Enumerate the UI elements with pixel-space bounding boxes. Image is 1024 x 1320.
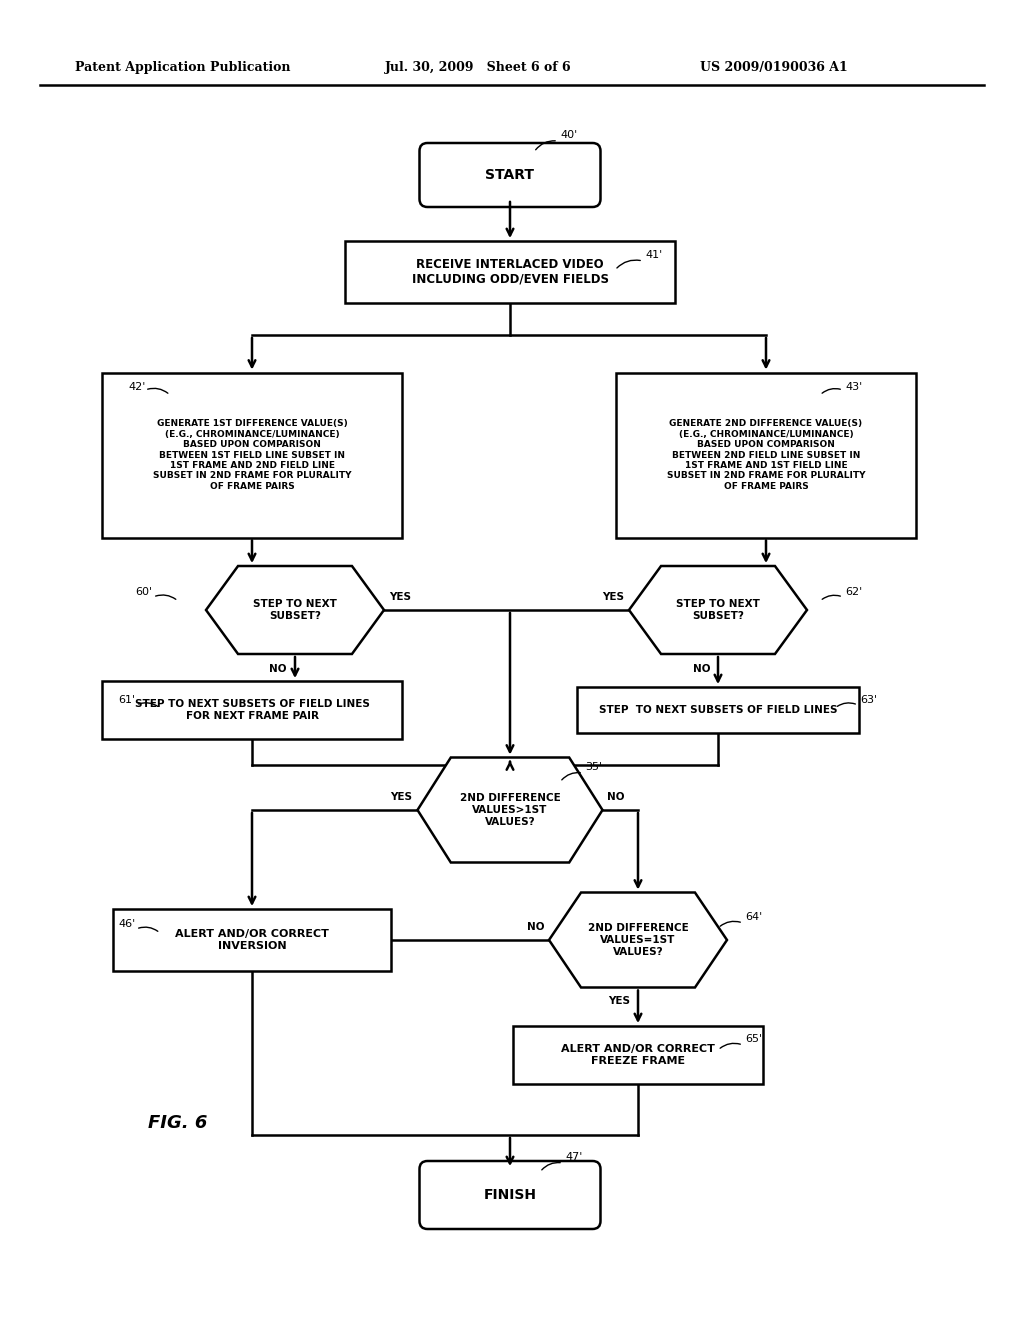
Text: 40': 40' (560, 129, 578, 140)
Bar (513, 1026, 763, 1084)
Text: STEP  TO NEXT SUBSETS OF FIELD LINES: STEP TO NEXT SUBSETS OF FIELD LINES (599, 705, 838, 715)
Text: STEP TO NEXT SUBSETS OF FIELD LINES
FOR NEXT FRAME PAIR: STEP TO NEXT SUBSETS OF FIELD LINES FOR … (134, 700, 370, 721)
Text: YES: YES (390, 792, 413, 803)
Polygon shape (549, 892, 727, 987)
Text: 43': 43' (845, 381, 862, 392)
Text: RECEIVE INTERLACED VIDEO
INCLUDING ODD/EVEN FIELDS: RECEIVE INTERLACED VIDEO INCLUDING ODD/E… (412, 257, 608, 286)
Bar (102, 681, 402, 739)
Polygon shape (418, 758, 602, 862)
Text: 61': 61' (118, 696, 135, 705)
Text: GENERATE 2ND DIFFERENCE VALUE(S)
(E.G., CHROMINANCE/LUMINANCE)
BASED UPON COMPAR: GENERATE 2ND DIFFERENCE VALUE(S) (E.G., … (667, 420, 865, 491)
Bar (345, 242, 675, 304)
Text: YES: YES (602, 591, 624, 602)
Text: STEP TO NEXT
SUBSET?: STEP TO NEXT SUBSET? (676, 599, 760, 620)
Text: US 2009/0190036 A1: US 2009/0190036 A1 (700, 62, 848, 74)
Text: NO: NO (607, 792, 625, 803)
Text: 60': 60' (135, 587, 153, 597)
Text: 46': 46' (118, 919, 135, 929)
Text: 2ND DIFFERENCE
VALUES=1ST
VALUES?: 2ND DIFFERENCE VALUES=1ST VALUES? (588, 924, 688, 957)
Bar (102, 372, 402, 537)
Text: 63': 63' (860, 696, 878, 705)
Text: 42': 42' (128, 381, 145, 392)
FancyBboxPatch shape (420, 1162, 600, 1229)
Text: Patent Application Publication: Patent Application Publication (75, 62, 291, 74)
FancyBboxPatch shape (420, 143, 600, 207)
Bar (113, 909, 391, 972)
Polygon shape (206, 566, 384, 653)
Text: 2ND DIFFERENCE
VALUES>1ST
VALUES?: 2ND DIFFERENCE VALUES>1ST VALUES? (460, 793, 560, 826)
Text: NO: NO (269, 664, 287, 675)
Text: ALERT AND/OR CORRECT
INVERSION: ALERT AND/OR CORRECT INVERSION (175, 929, 329, 950)
Text: Jul. 30, 2009   Sheet 6 of 6: Jul. 30, 2009 Sheet 6 of 6 (385, 62, 571, 74)
Text: STEP TO NEXT
SUBSET?: STEP TO NEXT SUBSET? (253, 599, 337, 620)
Text: 35': 35' (585, 762, 602, 772)
Text: 47': 47' (565, 1152, 583, 1162)
Text: NO: NO (692, 664, 710, 675)
Text: 64': 64' (745, 912, 762, 921)
Text: YES: YES (608, 997, 630, 1006)
Polygon shape (629, 566, 807, 653)
Text: START: START (485, 168, 535, 182)
Text: 62': 62' (845, 587, 862, 597)
Text: FINISH: FINISH (483, 1188, 537, 1203)
Text: ALERT AND/OR CORRECT
FREEZE FRAME: ALERT AND/OR CORRECT FREEZE FRAME (561, 1044, 715, 1065)
Text: NO: NO (526, 921, 544, 932)
Text: FIG. 6: FIG. 6 (148, 1114, 208, 1133)
Bar (616, 372, 916, 537)
Text: 41': 41' (645, 249, 663, 260)
Text: 65': 65' (745, 1034, 762, 1044)
Bar (577, 686, 859, 733)
Text: YES: YES (389, 591, 411, 602)
Text: GENERATE 1ST DIFFERENCE VALUE(S)
(E.G., CHROMINANCE/LUMINANCE)
BASED UPON COMPAR: GENERATE 1ST DIFFERENCE VALUE(S) (E.G., … (153, 420, 351, 491)
